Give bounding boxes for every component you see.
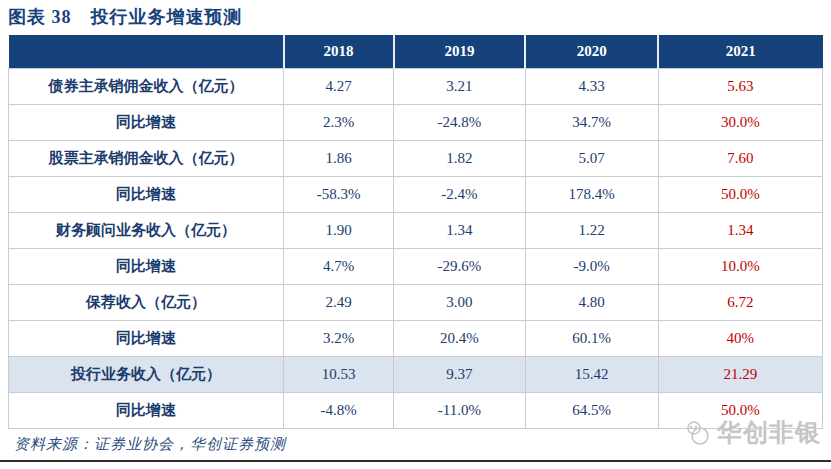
cell-value: 3.2% <box>284 320 394 356</box>
cell-value: 4.27 <box>284 68 394 104</box>
forecast-table: 2018201920202021 债券主承销佣金收入（亿元）4.273.214.… <box>8 35 823 429</box>
year-header-2021: 2021 <box>658 35 822 68</box>
cell-value: 50.0% <box>658 176 822 212</box>
row-label: 股票主承销佣金收入（亿元） <box>9 140 284 176</box>
table-row: 同比增速2.3%-24.8%34.7%30.0% <box>9 104 823 140</box>
table-header-row: 2018201920202021 <box>9 35 823 68</box>
cell-value: -9.0% <box>525 248 658 284</box>
cell-value: 1.86 <box>284 140 394 176</box>
cell-value: -4.8% <box>284 392 394 428</box>
table-row: 保荐收入（亿元）2.493.004.806.72 <box>9 284 823 320</box>
row-label: 同比增速 <box>9 176 284 212</box>
brand-logo-icon <box>684 420 714 446</box>
cell-value: 3.00 <box>394 284 526 320</box>
cell-value: 178.4% <box>525 176 658 212</box>
cell-value: 64.5% <box>525 392 658 428</box>
row-label: 同比增速 <box>9 104 284 140</box>
cell-value: -24.8% <box>394 104 526 140</box>
table-row: 同比增速-58.3%-2.4%178.4%50.0% <box>9 176 823 212</box>
cell-value: 1.90 <box>284 212 394 248</box>
cell-value: 15.42 <box>525 356 658 392</box>
year-header-2020: 2020 <box>525 35 658 68</box>
watermark: 华创非银 <box>684 416 821 449</box>
cell-value: 10.0% <box>658 248 822 284</box>
cell-value: 30.0% <box>658 104 822 140</box>
cell-value: -2.4% <box>394 176 526 212</box>
watermark-label: 华创非银 <box>717 416 821 449</box>
year-header-2019: 2019 <box>394 35 526 68</box>
table-row: 债券主承销佣金收入（亿元）4.273.214.335.63 <box>9 68 823 104</box>
cell-value: 7.60 <box>658 140 822 176</box>
row-label: 保荐收入（亿元） <box>9 284 284 320</box>
figure-title: 图表 38 投行业务增速预测 <box>8 5 243 29</box>
cell-value: 20.4% <box>394 320 526 356</box>
table-row: 股票主承销佣金收入（亿元）1.861.825.077.60 <box>9 140 823 176</box>
cell-value: 4.7% <box>284 248 394 284</box>
cell-value: 21.29 <box>658 356 822 392</box>
cell-value: -29.6% <box>394 248 526 284</box>
cell-value: 1.22 <box>525 212 658 248</box>
cell-value: 1.82 <box>394 140 526 176</box>
corner-header-cell <box>9 35 284 68</box>
table-row: 同比增速3.2%20.4%60.1%40% <box>9 320 823 356</box>
cell-value: 10.53 <box>284 356 394 392</box>
row-label: 债券主承销佣金收入（亿元） <box>9 68 284 104</box>
cell-value: 3.21 <box>394 68 526 104</box>
cell-value: 5.07 <box>525 140 658 176</box>
report-figure-page: 图表 38 投行业务增速预测 2018201920202021 债券主承销佣金收… <box>0 0 831 469</box>
cell-value: 9.37 <box>394 356 526 392</box>
table-row: 投行业务收入（亿元）10.539.3715.4221.29 <box>9 356 823 392</box>
cell-value: 2.3% <box>284 104 394 140</box>
row-label: 财务顾问业务收入（亿元） <box>9 212 284 248</box>
cell-value: -58.3% <box>284 176 394 212</box>
cell-value: -11.0% <box>394 392 526 428</box>
cell-value: 1.34 <box>658 212 822 248</box>
cell-value: 2.49 <box>284 284 394 320</box>
row-label: 同比增速 <box>9 320 284 356</box>
cell-value: 34.7% <box>525 104 658 140</box>
year-header-2018: 2018 <box>284 35 394 68</box>
row-label: 投行业务收入（亿元） <box>9 356 284 392</box>
cell-value: 4.33 <box>525 68 658 104</box>
row-label: 同比增速 <box>9 392 284 428</box>
cell-value: 60.1% <box>525 320 658 356</box>
cell-value: 4.80 <box>525 284 658 320</box>
cell-value: 6.72 <box>658 284 822 320</box>
bottom-divider <box>0 460 831 462</box>
row-label: 同比增速 <box>9 248 284 284</box>
cell-value: 1.34 <box>394 212 526 248</box>
cell-value: 40% <box>658 320 822 356</box>
table-row: 同比增速4.7%-29.6%-9.0%10.0% <box>9 248 823 284</box>
table-row: 财务顾问业务收入（亿元）1.901.341.221.34 <box>9 212 823 248</box>
cell-value: 5.63 <box>658 68 822 104</box>
source-note: 资料来源：证券业协会，华创证券预测 <box>14 435 286 454</box>
